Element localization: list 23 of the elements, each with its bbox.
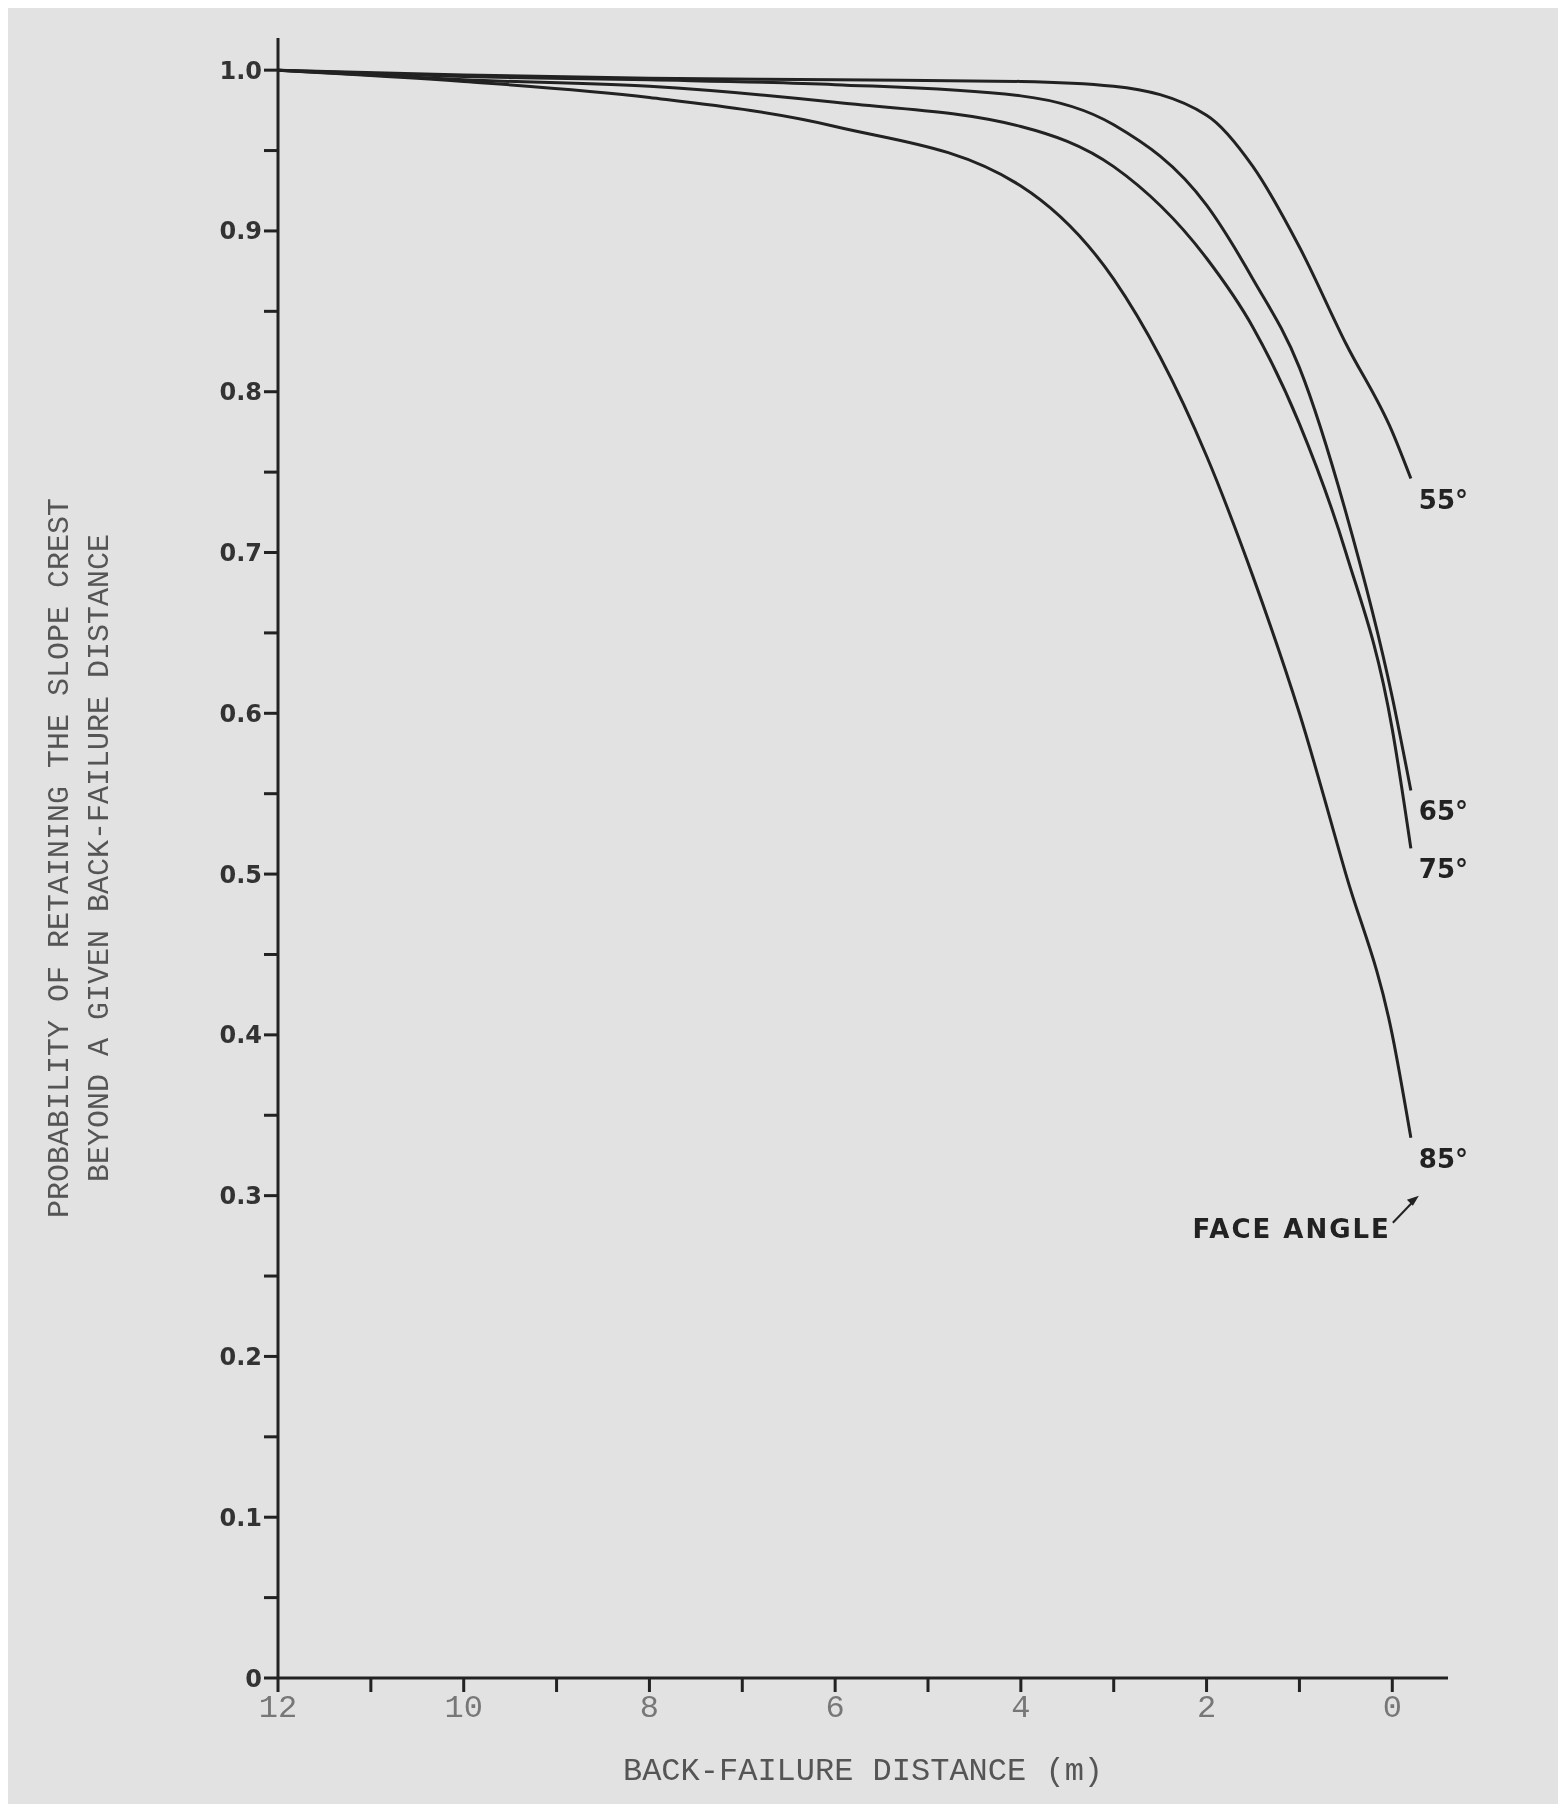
x-tick-label: 4 — [1011, 1689, 1031, 1727]
y-tick-label: 0.2 — [219, 1342, 262, 1371]
annotation: FACE ANGLE — [1192, 1213, 1391, 1244]
y-tick-label: 0.8 — [219, 378, 262, 407]
y-tick-label: 0.3 — [219, 1182, 262, 1211]
y-tick-label: 0.6 — [219, 699, 262, 728]
x-axis-title: BACK-FAILURE DISTANCE (m) — [622, 1753, 1104, 1790]
y-tick-label: 0.7 — [219, 539, 262, 568]
x-tick-label: 8 — [639, 1689, 660, 1727]
y-tick-label: 0.5 — [219, 860, 262, 889]
series-label: 75° — [1418, 854, 1469, 885]
series-label: 55° — [1418, 484, 1469, 515]
y-axis-title: PROBABILITY OF RETAINING THE SLOPE CREST BEYOND A GIVEN BACK-FAILURE DISTANCE — [43, 497, 117, 1219]
y-tick-label: 0.9 — [219, 217, 262, 246]
x-tick-label: 6 — [825, 1689, 845, 1727]
series-label: 65° — [1418, 796, 1469, 827]
y-tick-label: 0.4 — [219, 1021, 262, 1050]
y-tick-label: 0.1 — [219, 1503, 262, 1532]
series-label: 85° — [1418, 1143, 1469, 1174]
x-tick-label: 10 — [444, 1689, 483, 1727]
x-tick-label: 2 — [1196, 1689, 1217, 1727]
y-tick-label: 1.0 — [219, 56, 262, 85]
x-tick-label: 0 — [1382, 1689, 1402, 1727]
